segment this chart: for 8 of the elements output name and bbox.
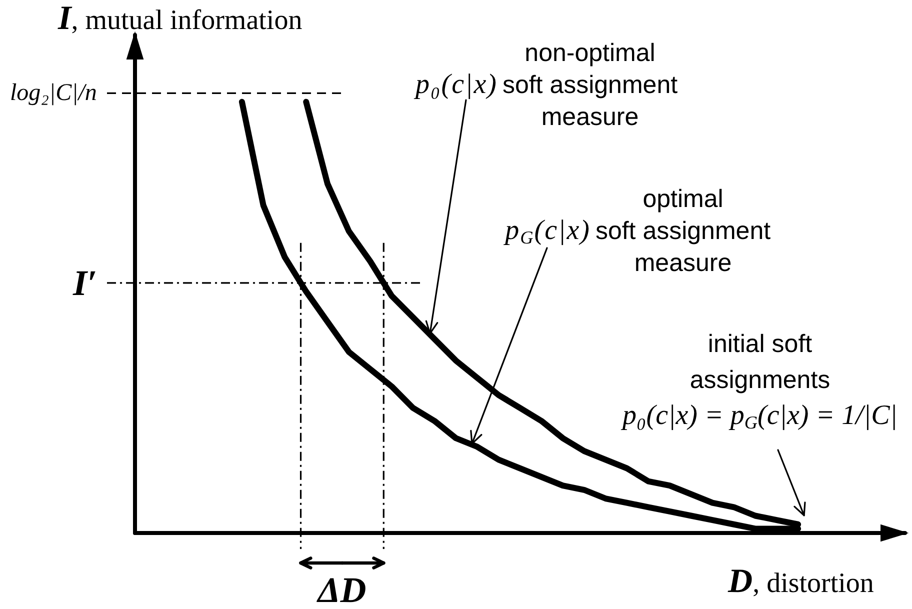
text: ΔD <box>318 569 366 609</box>
text: optimal p$_{G}$(c|x) soft assignment measure <box>505 185 771 277</box>
ref-line-label: I′ <box>73 262 98 304</box>
y-axis-title: I, mutual information <box>58 0 302 38</box>
x-axis-title: D, distortion <box>728 563 874 601</box>
annotation: initial soft assignments p₀(c|x) = p$_{G}$(c|x) = 1/|C| <box>622 329 898 433</box>
text: non-optimal p₀(c|x) soft assignment measure <box>416 38 678 133</box>
ref-line-label: log₂|C|/n <box>10 80 97 107</box>
